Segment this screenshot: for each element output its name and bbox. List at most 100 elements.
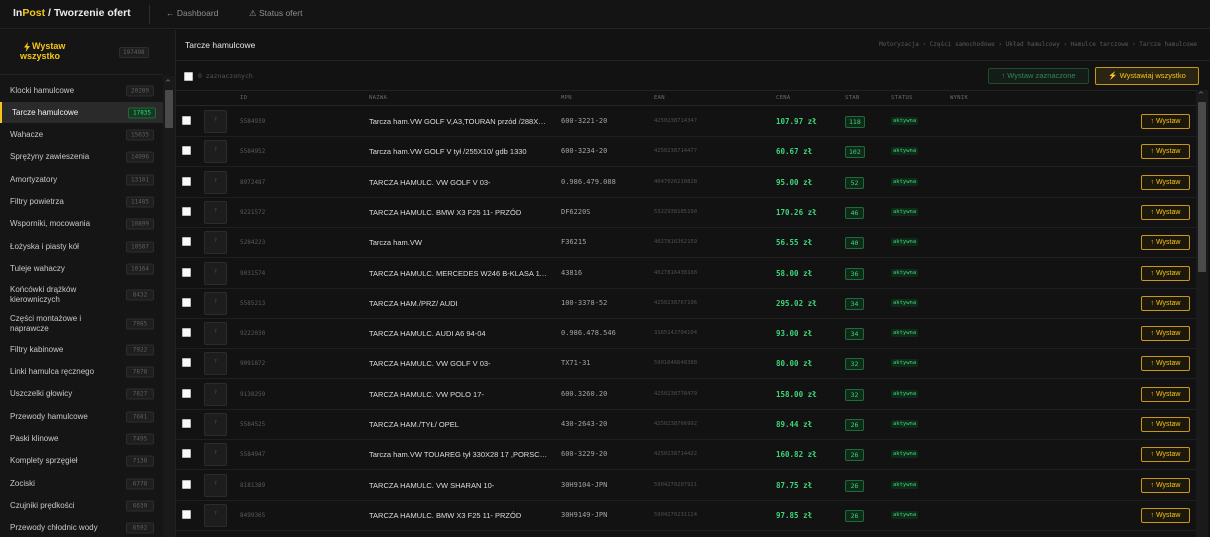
nav-dashboard-link[interactable]: ← Dashboard: [166, 8, 219, 18]
sidebar-scroll-thumb[interactable]: [165, 90, 173, 128]
table-row[interactable]: ? 9031574 TARCZA HAMULC. MERCEDES W246 B-K…: [176, 259, 1196, 289]
publish-row-button[interactable]: ↑ Wystaw: [1141, 174, 1190, 190]
image-placeholder-icon: ?: [214, 420, 217, 426]
table-row[interactable]: ? 9221572 TARCZA HAMULC. BMW X3 F25 11- PR…: [176, 198, 1196, 228]
publish-row-button[interactable]: ↑ Wystaw: [1141, 326, 1190, 342]
cell-stock: 34: [845, 297, 864, 310]
scroll-up-icon[interactable]: ^: [165, 79, 171, 87]
sidebar-item-category[interactable]: Czujniki prędkości 6630: [0, 495, 163, 516]
row-checkbox[interactable]: [182, 297, 191, 307]
publish-row-button[interactable]: ↑ Wystaw: [1141, 417, 1190, 432]
table-row[interactable]: ? 5584939 Tarcza ham.VW GOLF V,A3,TOURAN p…: [176, 107, 1196, 137]
sidebar-item-category[interactable]: Tuleje wahaczy 10164: [0, 258, 163, 279]
publish-selected-button[interactable]: ↑ Wystaw zaznaczone: [988, 68, 1089, 84]
table-row[interactable]: ? 9138259 TARCZA HAMULC. VW POLO 17- 600.32…: [176, 380, 1196, 410]
sidebar-item-category[interactable]: Tarcze hamulcowe 17835: [0, 102, 163, 124]
cell-stock: 118: [845, 116, 865, 128]
publish-row-button[interactable]: ↑ Wystaw: [1141, 114, 1190, 129]
row-checkbox[interactable]: [182, 206, 191, 216]
row-checkbox[interactable]: [182, 449, 191, 459]
sidebar-item-category[interactable]: Łożyska i piasty kół 10507: [0, 236, 163, 257]
sidebar-item-category[interactable]: Sprężyny zawieszenia 14096: [0, 147, 163, 168]
cell-mpn: 600-3234-20: [561, 147, 608, 156]
publish-all-offers-button[interactable]: ⚡ Wystawiaj wszystko: [1095, 67, 1199, 85]
publish-row-button[interactable]: ↑ Wystaw: [1141, 144, 1190, 160]
cell-stock: 26: [845, 449, 864, 462]
sidebar-item-count: 7985: [126, 318, 154, 330]
sidebar-item-category[interactable]: Przewody chłodnic wody 6592: [0, 518, 163, 537]
col-mpn[interactable]: MPN: [561, 95, 572, 101]
table-row[interactable]: ? 8972487 TARCZA HAMULC. VW GOLF V 03- 0.98…: [176, 168, 1196, 198]
publish-row-button[interactable]: ↑ Wystaw: [1141, 507, 1190, 523]
publish-row-button[interactable]: ↑ Wystaw: [1141, 235, 1190, 251]
table-row[interactable]: ? 5584947 Tarcza ham.VW TOUAREG tył 330X28…: [176, 440, 1196, 471]
row-checkbox[interactable]: [182, 479, 191, 489]
col-price[interactable]: CENA: [776, 95, 791, 101]
col-id[interactable]: ID: [240, 95, 248, 101]
col-status[interactable]: STATUS: [891, 95, 913, 101]
sidebar-item-category[interactable]: Części montażowe i naprawcze 7985: [0, 310, 163, 338]
sidebar-item-category[interactable]: Klocki hamulcowe 20289: [0, 80, 163, 101]
cell-price: 97.85 zł: [776, 510, 813, 520]
sidebar-item-category[interactable]: Wsporniki, mocowania 10899: [0, 214, 163, 235]
table-row[interactable]: ? 5584525 TARCZA HAM./TYŁ/ OPEL 430-2643-20…: [176, 410, 1196, 440]
row-checkbox[interactable]: [182, 419, 191, 428]
publish-row-button[interactable]: ↑ Wystaw: [1141, 204, 1190, 220]
cell-stock: 102: [845, 146, 865, 159]
row-checkbox[interactable]: [182, 146, 191, 156]
row-checkbox[interactable]: [182, 358, 191, 368]
cell-id: 9221572: [240, 208, 266, 216]
sidebar-item-category[interactable]: Filtry kabinowe 7922: [0, 339, 163, 360]
publish-row-button[interactable]: ↑ Wystaw: [1141, 386, 1190, 402]
col-stock[interactable]: STAN: [845, 95, 860, 101]
sidebar-item-category[interactable]: Paski klinowe 7495: [0, 429, 163, 450]
row-checkbox[interactable]: [182, 116, 191, 125]
sidebar-item-count: 7922: [126, 344, 154, 356]
publish-all-button[interactable]: Wystaw wszystko 197498: [0, 30, 163, 75]
sidebar-item-category[interactable]: Zociski 6778: [0, 473, 163, 494]
publish-row-button[interactable]: ↑ Wystaw: [1141, 295, 1190, 311]
status-badge: aktywna: [891, 389, 919, 398]
row-checkbox[interactable]: [182, 328, 191, 338]
row-checkbox[interactable]: [182, 267, 191, 277]
table-row[interactable]: ? 5585213 TARCZA HAM./PRZ/ AUDI 100-3378-52…: [176, 289, 1196, 319]
publish-row-button[interactable]: ↑ Wystaw: [1141, 447, 1190, 463]
sidebar-item-category[interactable]: Filtry powietrza 11485: [0, 192, 163, 213]
sidebar-item-category[interactable]: Uszczelki głowicy 7827: [0, 384, 163, 405]
row-checkbox[interactable]: [182, 176, 191, 186]
publish-row-button[interactable]: ↑ Wystaw: [1141, 477, 1190, 493]
table-row[interactable]: ? 9091872 TARCZA HAMULC. VW GOLF V 03- TX71…: [176, 349, 1196, 380]
sidebar-item-category[interactable]: Wahacze 15635: [0, 125, 163, 146]
table-row[interactable]: ? 5584952 Tarcza ham.VW GOLF V tył /255X10…: [176, 137, 1196, 168]
sidebar-item-category[interactable]: Amortyzatory 13101: [0, 169, 163, 190]
table-row[interactable]: ? 8499365 TARCZA HAMULC. BMW X3 F25 11- PR…: [176, 501, 1196, 531]
status-badge: aktywna: [891, 510, 919, 519]
sidebar-item-category[interactable]: Końcówki drążków kierowniczych 8432: [0, 281, 163, 309]
scroll-up-icon[interactable]: ^: [1198, 91, 1204, 99]
sidebar-item-count: 8432: [126, 289, 154, 301]
select-all-checkbox[interactable]: [184, 72, 193, 81]
table-row[interactable]: ? 8181389 TARCZA HAMULC. VW SHARAN 10- 30H9…: [176, 471, 1196, 501]
row-checkbox[interactable]: [182, 237, 191, 247]
table-row[interactable]: ? 9222030 TARCZA HAMULC. AUDI A6 94-04 0.98…: [176, 319, 1196, 350]
table-scroll-thumb[interactable]: [1198, 102, 1206, 272]
sidebar-item-category[interactable]: Przewody hamulcowe 7681: [0, 406, 163, 427]
sidebar-item-category[interactable]: Linki hamulca ręcznego 7878: [0, 362, 163, 383]
row-checkbox[interactable]: [182, 388, 191, 398]
publish-row-button[interactable]: ↑ Wystaw: [1141, 265, 1190, 281]
col-ean[interactable]: EAN: [654, 95, 665, 101]
cell-price: 56.55 zł: [776, 238, 813, 248]
table-scrollbar[interactable]: ^: [1196, 90, 1208, 537]
col-result[interactable]: WYNIK: [950, 95, 969, 101]
sidebar-scrollbar[interactable]: ^: [163, 76, 175, 537]
status-badge: aktywna: [891, 480, 919, 489]
cell-price: 295.02 zł: [776, 298, 817, 308]
publish-row-button[interactable]: ↑ Wystaw: [1141, 356, 1190, 372]
col-name[interactable]: NAZWA: [369, 95, 388, 101]
table-row[interactable]: ? 5284223 Tarcza ham.VW F36215 4027816362159…: [176, 228, 1196, 259]
sidebar-item-category[interactable]: Komplety sprzęgieł 7138: [0, 451, 163, 472]
nav-status-link[interactable]: ⚠ Status ofert: [249, 8, 303, 18]
sidebar-item-count: 10899: [126, 218, 154, 230]
brand-in: In: [13, 7, 23, 19]
row-checkbox[interactable]: [182, 509, 191, 519]
